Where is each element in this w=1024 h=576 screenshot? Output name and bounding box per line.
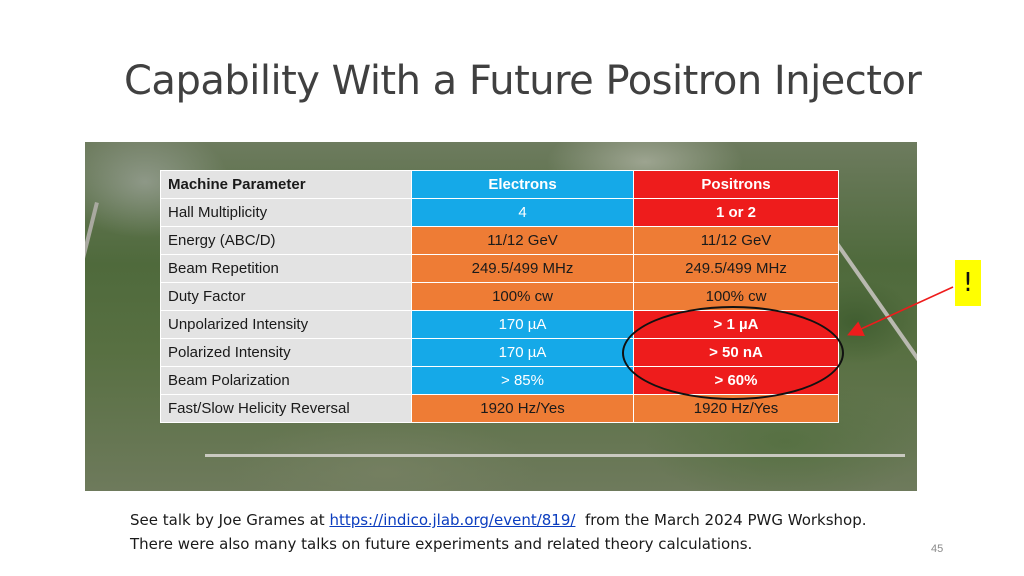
table-row: Polarized Intensity 170 µA > 50 nA — [160, 338, 839, 367]
param-cell: Fast/Slow Helicity Reversal — [160, 394, 412, 423]
footer-line-2: There were also many talks on future exp… — [130, 535, 753, 553]
slide-title: Capability With a Future Positron Inject… — [124, 58, 922, 104]
positron-cell: > 60% — [633, 366, 839, 395]
electron-cell: 4 — [411, 198, 634, 227]
param-cell: Hall Multiplicity — [160, 198, 412, 227]
param-cell: Beam Polarization — [160, 366, 412, 395]
electron-cell: 1920 Hz/Yes — [411, 394, 634, 423]
table-row: Duty Factor 100% cw 100% cw — [160, 282, 839, 311]
positron-cell: 1920 Hz/Yes — [633, 394, 839, 423]
param-cell: Unpolarized Intensity — [160, 310, 412, 339]
workshop-link[interactable]: https://indico.jlab.org/event/819/ — [329, 511, 576, 529]
electron-cell: 100% cw — [411, 282, 634, 311]
electron-cell: > 85% — [411, 366, 634, 395]
param-cell: Beam Repetition — [160, 254, 412, 283]
table-row: Hall Multiplicity 4 1 or 2 — [160, 198, 839, 227]
footer-text-after: from the March 2024 PWG Workshop. — [575, 511, 867, 529]
electron-cell: 170 µA — [411, 338, 634, 367]
positron-cell: 100% cw — [633, 282, 839, 311]
electron-cell: 170 µA — [411, 310, 634, 339]
footer-note: See talk by Joe Grames at https://indico… — [130, 508, 930, 556]
header-positrons: Positrons — [633, 170, 839, 199]
header-machine-parameter: Machine Parameter — [160, 170, 412, 199]
electron-cell: 249.5/499 MHz — [411, 254, 634, 283]
table-row: Unpolarized Intensity 170 µA > 1 µA — [160, 310, 839, 339]
param-cell: Duty Factor — [160, 282, 412, 311]
table-row: Beam Polarization > 85% > 60% — [160, 366, 839, 395]
positron-cell: > 1 µA — [633, 310, 839, 339]
positron-cell: 11/12 GeV — [633, 226, 839, 255]
header-electrons: Electrons — [411, 170, 634, 199]
table-row: Fast/Slow Helicity Reversal 1920 Hz/Yes … — [160, 394, 839, 423]
capability-table: Machine Parameter Electrons Positrons Ha… — [160, 170, 839, 423]
positron-cell: 249.5/499 MHz — [633, 254, 839, 283]
table-header-row: Machine Parameter Electrons Positrons — [160, 170, 839, 199]
positron-cell: > 50 nA — [633, 338, 839, 367]
footer-text-before: See talk by Joe Grames at — [130, 511, 330, 529]
exclamation-callout: ! — [955, 260, 981, 306]
param-cell: Polarized Intensity — [160, 338, 412, 367]
param-cell: Energy (ABC/D) — [160, 226, 412, 255]
table-row: Beam Repetition 249.5/499 MHz 249.5/499 … — [160, 254, 839, 283]
table-row: Energy (ABC/D) 11/12 GeV 11/12 GeV — [160, 226, 839, 255]
electron-cell: 11/12 GeV — [411, 226, 634, 255]
footer-line-1: See talk by Joe Grames at https://indico… — [130, 508, 930, 532]
positron-cell: 1 or 2 — [633, 198, 839, 227]
page-number: 45 — [931, 543, 944, 555]
